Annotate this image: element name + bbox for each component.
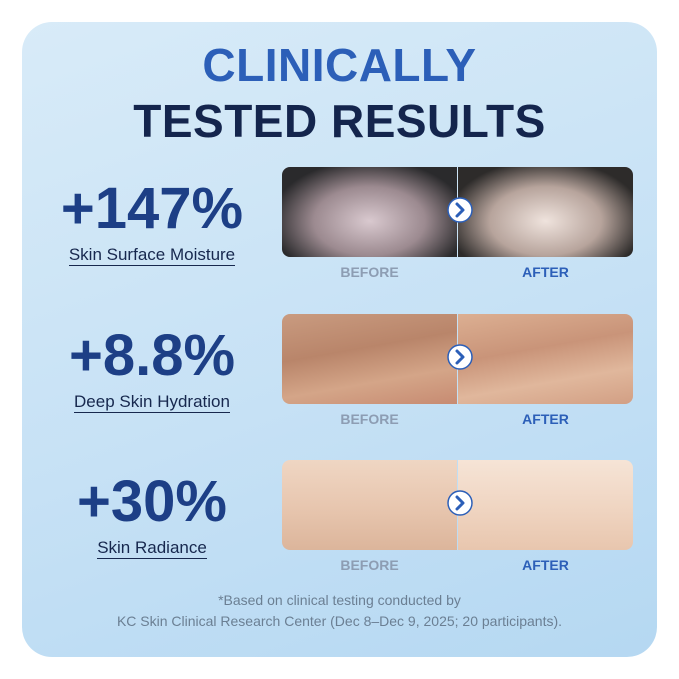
after-caption: AFTER: [522, 264, 569, 280]
before-caption: BEFORE: [340, 557, 399, 573]
result-label: Skin Radiance: [22, 538, 282, 559]
result-value: +147%: [60, 176, 244, 241]
after-photo: [458, 460, 633, 550]
after-photo: [458, 313, 633, 404]
arrow-svg: [447, 197, 473, 223]
result-label-text: Skin Radiance: [97, 538, 207, 559]
title: CLINICALLY: [202, 39, 477, 91]
before-photo: [282, 167, 457, 257]
footnote: *Based on clinical testing conducted by: [218, 592, 461, 608]
before-caption: BEFORE: [340, 410, 399, 427]
arrow-icon: [447, 490, 473, 516]
before-photo: [282, 460, 457, 550]
result-label-text: Skin Surface Moisture: [68, 245, 236, 266]
result-value: +30%: [77, 469, 227, 534]
title: TESTED RESULTS: [133, 95, 546, 147]
result-label: Skin Surface Moisture: [22, 245, 282, 266]
result-label-text: Deep Skin Hydration: [74, 391, 230, 413]
before-caption: BEFORE: [340, 264, 399, 280]
after-caption: AFTER: [522, 557, 569, 573]
arrow-svg: [447, 490, 473, 516]
after-caption: AFTER: [522, 410, 569, 427]
result-label: Deep Skin Hydration: [22, 391, 282, 413]
result-value: +8.8%: [68, 322, 236, 388]
footnote: KC Skin Clinical Research Center (Dec 8–…: [116, 613, 563, 629]
arrow-icon: [447, 343, 473, 370]
after-photo: [458, 167, 633, 257]
arrow-svg: [447, 343, 473, 370]
arrow-icon: [447, 197, 473, 223]
before-photo: [282, 313, 457, 404]
